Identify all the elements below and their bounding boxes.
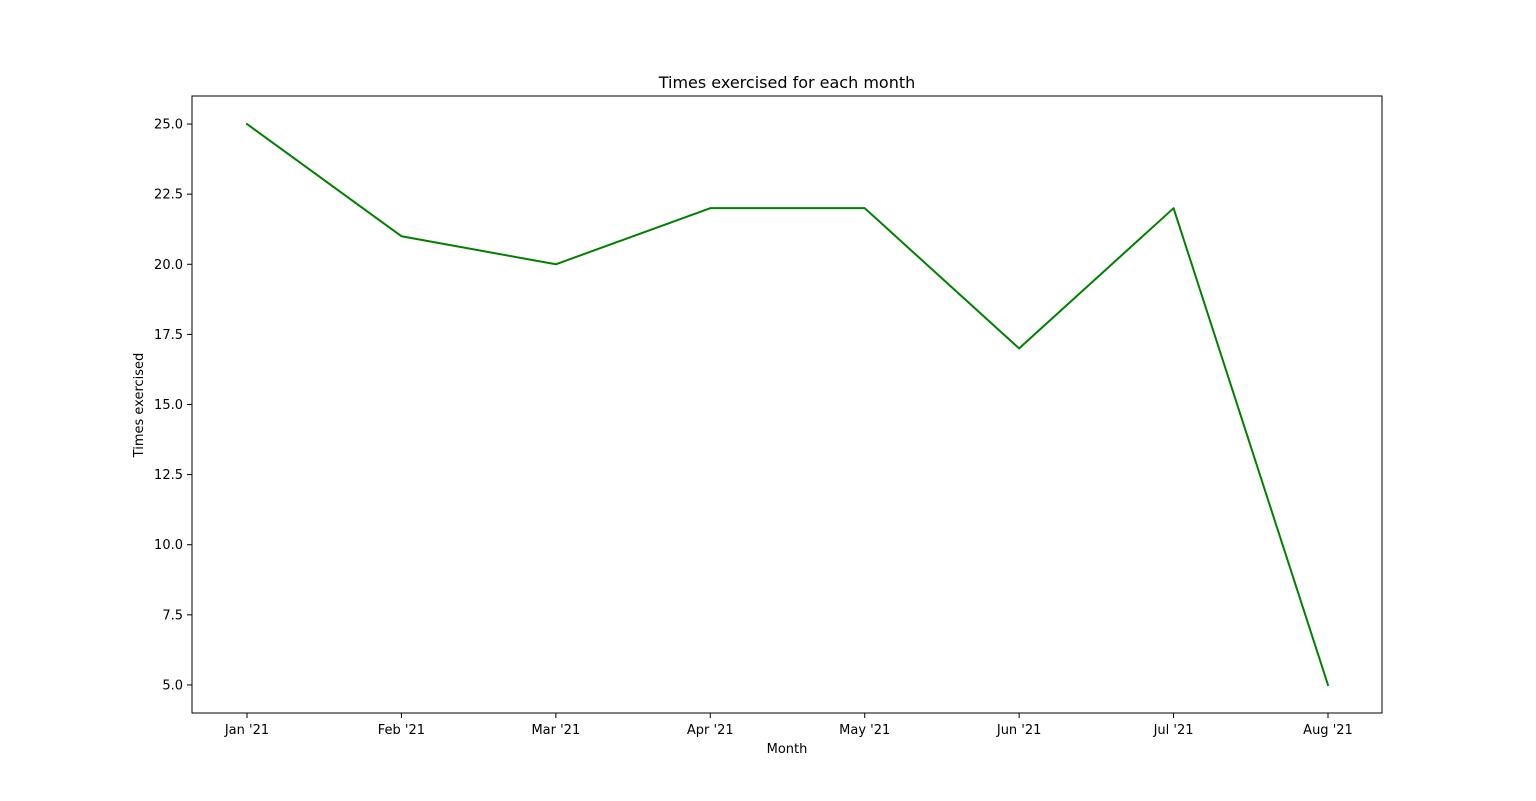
y-axis-ticks: 5.0 7.5 10.0 12.5 15.0 17.5 20.0 22.5 25.0 (154, 118, 192, 693)
x-tick-label: Aug '21 (1303, 723, 1353, 738)
series-line (245, 122, 1330, 687)
y-tick-label: 20.0 (154, 258, 183, 273)
x-tick-label: Jul '21 (1153, 723, 1194, 738)
x-axis-title: Month (767, 742, 808, 757)
y-tick-label: 22.5 (154, 188, 183, 203)
x-tick-label: Jun '21 (996, 723, 1042, 738)
y-tick-label: 7.5 (162, 608, 183, 623)
chart-title: Times exercised for each month (658, 73, 916, 92)
y-tick-label: 15.0 (154, 398, 183, 413)
y-tick-label: 5.0 (162, 678, 183, 693)
plot-area (191, 95, 1383, 714)
y-axis-title: Times exercised (132, 353, 147, 459)
x-tick-label: Feb '21 (378, 723, 425, 738)
x-tick-label: Jan '21 (224, 723, 269, 738)
x-tick-label: May '21 (839, 723, 890, 738)
series-layer (245, 122, 1330, 687)
x-tick-label: Apr '21 (687, 723, 734, 738)
y-tick-label: 25.0 (154, 118, 183, 133)
x-tick-label: Mar '21 (531, 723, 580, 738)
y-tick-label: 10.0 (154, 538, 183, 553)
plot-frame (191, 95, 1383, 714)
y-tick-label: 17.5 (154, 328, 183, 343)
x-axis-ticks: Jan '21 Feb '21 Mar '21 Apr '21 May '21 Jun '… (224, 713, 1353, 738)
y-tick-label: 12.5 (154, 468, 183, 483)
